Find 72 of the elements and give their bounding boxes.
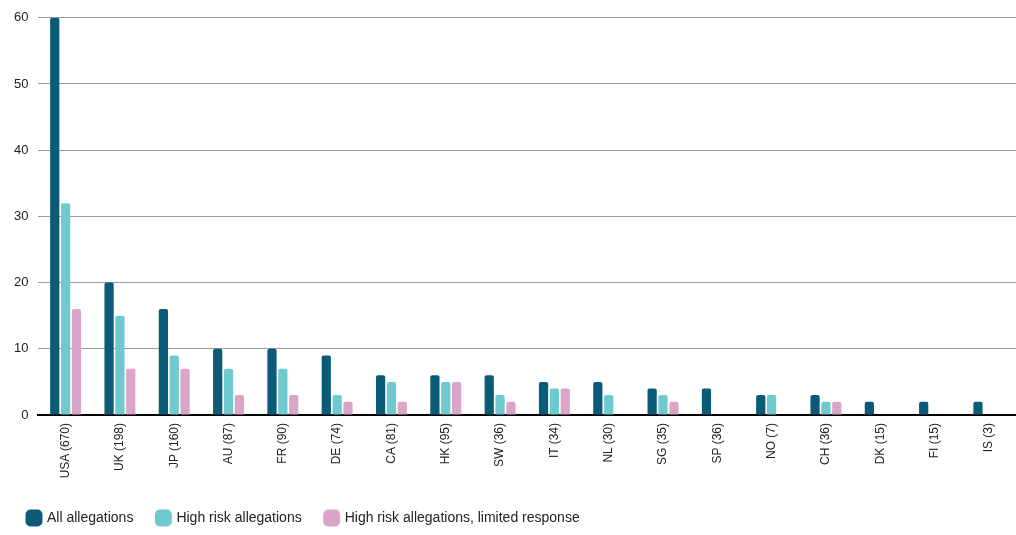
bar [430,375,440,415]
bar [169,355,179,415]
legend-label: High risk allegations, limited response [344,508,580,525]
bar [343,401,353,415]
bar [267,348,277,415]
bar [441,381,451,415]
x-tick-label: SG (35) [655,422,670,465]
x-tick-label: SP (36) [709,422,724,464]
x-tick-label: CH (36) [818,422,833,465]
x-tick-label: CA (81) [383,422,398,464]
x-tick-label: AU (87) [220,422,235,465]
y-tick-label: 60 [13,9,29,25]
bar [484,375,494,415]
x-tick-label: NL (30) [601,422,615,463]
x-tick-label: UK (198) [112,422,127,472]
bar [919,401,929,415]
bar [213,348,223,415]
bar [821,401,831,415]
x-tick-label: DE (74) [329,422,344,465]
bar [560,388,570,415]
bar [756,395,766,415]
y-tick-label: 40 [13,141,29,157]
bar [289,395,299,415]
legend-label: High risk allegations [176,508,302,525]
y-tick-label: 10 [13,340,29,356]
bar [506,401,516,415]
x-tick-label: FR (90) [275,422,290,464]
bar [973,401,983,415]
bar [386,381,397,415]
bar [767,395,777,415]
bar [321,355,331,415]
bar [50,17,60,415]
x-tick-label: USA (670) [57,422,72,479]
x-tick-label: FI (15) [926,422,941,459]
x-tick-label: NO (7) [763,422,778,459]
y-tick-label: 30 [13,207,29,223]
bar [115,315,125,415]
x-tick-label: IT (34) [546,422,561,459]
bar [375,375,386,415]
bar [864,401,874,415]
bar [669,401,679,415]
bar [397,401,407,415]
x-tick-label: HK (95) [438,422,453,465]
bar [61,203,71,415]
x-tick-label: DK (15) [872,422,887,465]
legend-label: All allegations [47,508,134,525]
y-tick-label: 50 [13,75,29,91]
bar [495,395,505,415]
bar [549,388,559,415]
bar [223,368,234,415]
bar [701,388,712,415]
bar [234,395,245,415]
bar [278,368,288,415]
bar [658,395,668,415]
y-tick-label: 0 [21,406,29,422]
bar [832,401,842,415]
x-tick-label: IS (3) [981,422,996,453]
bar [332,395,342,415]
bar [104,282,114,415]
bar [158,309,168,415]
bar [126,368,136,415]
bar [647,388,657,415]
bar [452,381,462,415]
bar [538,381,549,415]
bar [604,395,614,415]
bar [71,309,82,415]
bar [180,368,190,415]
bar [810,395,820,415]
x-tick-label: SW (36) [492,422,507,467]
y-tick-label: 20 [13,274,29,290]
x-tick-label: JP (160) [166,422,181,469]
bar [593,381,603,415]
